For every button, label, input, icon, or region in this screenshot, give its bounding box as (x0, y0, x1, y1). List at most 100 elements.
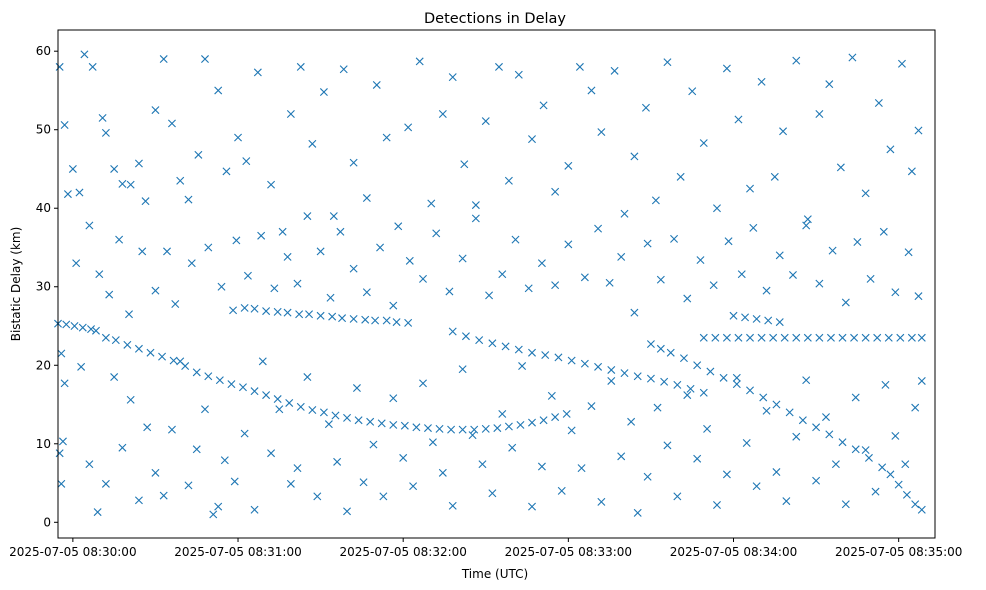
data-point-marker (782, 497, 791, 506)
data-point-marker (861, 446, 870, 455)
data-point-marker (143, 423, 152, 432)
data-point-marker (60, 121, 69, 129)
data-point-marker (815, 110, 824, 119)
data-point-marker (72, 259, 81, 268)
data-point-marker (286, 110, 295, 119)
data-point-marker (607, 376, 616, 385)
data-point-marker (886, 470, 895, 479)
data-point-marker (907, 333, 916, 342)
data-point-marker (850, 333, 859, 342)
data-point-marker (617, 252, 626, 261)
data-point-marker (551, 281, 560, 290)
data-point-marker (85, 460, 94, 469)
data-point-marker (329, 212, 338, 221)
x-tick-label: 2025-07-05 08:30:00 (9, 545, 136, 559)
data-point-marker (734, 115, 743, 124)
data-point-marker (780, 333, 789, 342)
data-point-marker (504, 176, 513, 185)
data-point-marker (673, 492, 682, 501)
data-point-marker (371, 316, 380, 325)
plot-frame (57, 29, 936, 539)
data-point-marker (861, 333, 870, 342)
data-point-marker (488, 339, 497, 348)
data-point-marker (308, 406, 317, 415)
data-point-marker (564, 240, 573, 249)
data-point-marker (896, 333, 905, 342)
data-point-marker (630, 308, 639, 317)
data-point-marker (802, 221, 811, 230)
data-point-marker (772, 400, 781, 409)
data-point-marker (518, 362, 527, 371)
x-tick-label: 2025-07-05 08:32:00 (339, 545, 466, 559)
data-point-marker (204, 243, 213, 252)
data-point-marker (488, 489, 497, 498)
data-point-marker (699, 139, 708, 148)
data-point-marker (514, 345, 523, 354)
data-point-marker (445, 287, 454, 296)
data-point-marker (331, 411, 340, 420)
data-point-marker (676, 172, 685, 181)
data-point-marker (812, 423, 821, 432)
data-point-marker (405, 256, 414, 265)
data-point-marker (382, 316, 391, 325)
data-point-marker (359, 478, 368, 487)
data-point-marker (169, 356, 178, 365)
data-point-marker (419, 379, 427, 388)
data-point-marker (419, 274, 427, 283)
data-point-marker (349, 158, 358, 167)
data-point-marker (493, 424, 502, 433)
data-point-marker (343, 507, 352, 516)
data-point-marker (372, 80, 381, 89)
data-point-marker (494, 62, 503, 71)
data-point-marker (567, 356, 576, 365)
data-point-marker (651, 196, 660, 205)
data-point-marker (679, 354, 688, 363)
data-point-marker (158, 352, 167, 361)
data-point-marker (389, 420, 398, 429)
data-point-marker (293, 279, 302, 288)
data-point-marker (88, 62, 97, 71)
data-point-marker (171, 300, 180, 309)
data-point-marker (620, 209, 629, 218)
data-point-marker (607, 365, 616, 374)
data-point-marker (362, 194, 371, 203)
data-point-marker (134, 344, 143, 353)
data-point-marker (227, 380, 236, 389)
data-point-marker (514, 70, 523, 79)
data-point-marker (366, 417, 375, 426)
data-point-marker (911, 403, 920, 412)
data-point-marker (60, 379, 69, 388)
data-point-marker (438, 468, 447, 477)
data-point-marker (275, 405, 284, 414)
data-point-marker (296, 402, 305, 411)
data-point-marker (825, 430, 834, 439)
data-point-marker (597, 497, 606, 506)
data-point-marker (151, 468, 160, 477)
data-point-marker (98, 113, 107, 122)
data-point-marker (262, 391, 271, 400)
data-point-marker (471, 201, 480, 210)
data-point-marker (788, 270, 797, 279)
data-point-marker (187, 259, 196, 268)
data-point-marker (303, 373, 312, 382)
data-point-marker (554, 353, 563, 362)
data-point-marker (159, 491, 168, 500)
data-point-marker (879, 227, 888, 236)
data-point-marker (831, 460, 840, 469)
data-point-marker (699, 388, 708, 397)
data-point-marker (379, 492, 388, 501)
data-point-marker (415, 57, 424, 66)
series-4 (699, 333, 926, 342)
data-point-marker (392, 318, 401, 327)
data-point-marker (741, 313, 750, 322)
data-point-marker (55, 62, 64, 71)
data-point-marker (250, 387, 259, 396)
data-point-marker (126, 180, 135, 189)
data-point-marker (633, 372, 642, 381)
data-point-marker (209, 510, 218, 519)
series-3 (646, 340, 926, 514)
data-point-marker (562, 409, 571, 418)
data-point-marker (851, 445, 860, 454)
data-point-marker (564, 161, 573, 170)
data-point-marker (688, 87, 697, 96)
